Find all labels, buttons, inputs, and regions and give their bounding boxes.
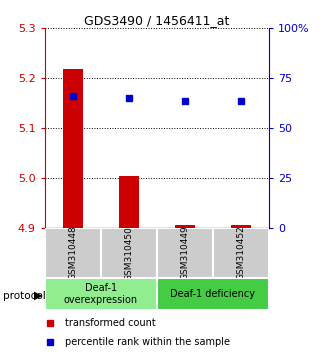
Bar [101, 228, 157, 278]
Bar [45, 278, 157, 310]
Text: percentile rank within the sample: percentile rank within the sample [65, 337, 230, 347]
Text: Deaf-1 deficiency: Deaf-1 deficiency [170, 289, 255, 299]
Title: GDS3490 / 1456411_at: GDS3490 / 1456411_at [84, 14, 229, 27]
Bar [157, 278, 269, 310]
Polygon shape [34, 291, 43, 301]
Bar [175, 225, 195, 228]
Bar [157, 228, 213, 278]
Bar [213, 228, 269, 278]
Text: GSM310450: GSM310450 [124, 225, 133, 281]
Bar [45, 228, 101, 278]
Text: Deaf-1
overexpression: Deaf-1 overexpression [64, 283, 138, 305]
Text: GSM310448: GSM310448 [68, 226, 77, 280]
Bar [231, 225, 251, 228]
Text: GSM310452: GSM310452 [236, 226, 245, 280]
Text: transformed count: transformed count [65, 318, 156, 328]
Text: protocol: protocol [3, 291, 46, 301]
Bar [63, 69, 83, 228]
Bar [119, 176, 139, 228]
Text: GSM310449: GSM310449 [180, 226, 189, 280]
